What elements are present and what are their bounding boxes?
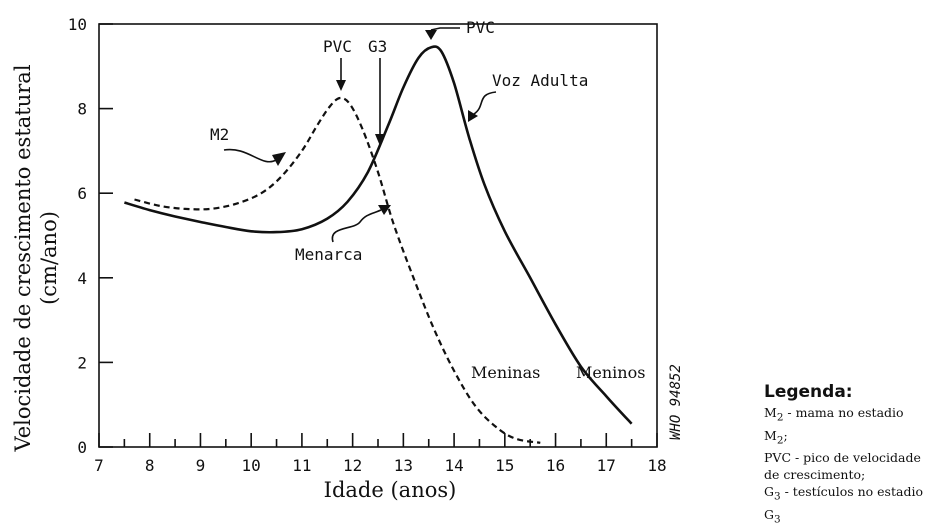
x-tick-label: 9 (196, 456, 206, 475)
who-code: WHO 94852 (668, 364, 684, 440)
series-label-meninos: Meninos (576, 363, 645, 382)
menarca-arrow-line (331, 209, 382, 243)
series-line-meninos (124, 45, 633, 425)
legend: Legenda: M2 - mama no estadio M2; PVC - … (764, 382, 930, 528)
voz-adulta-arrow-line (473, 91, 497, 115)
m2-description: - mama no estadio M (764, 405, 904, 443)
g3-subscript-2: 3 (774, 513, 781, 525)
menarca-arrowhead (378, 205, 391, 215)
annotation-voz-adulta: Voz Adulta (492, 71, 588, 90)
legend-title: Legenda: (764, 382, 853, 402)
g3-subscript: 3 (774, 490, 781, 503)
y-tick-label: 4 (77, 269, 87, 288)
series-label-meninas: Meninas (471, 363, 540, 382)
y-tick-label: 6 (77, 184, 87, 203)
y-tick-label: 8 (77, 100, 87, 119)
g3-letter: G (764, 484, 774, 499)
annotation-arrows (223, 27, 497, 243)
m2-subscript: 2 (776, 411, 784, 424)
x-tick-label: 12 (343, 456, 362, 475)
x-tick-label: 18 (647, 456, 666, 475)
pvc-girls-arrowhead (336, 80, 346, 91)
voz-adulta-arrowhead (468, 110, 478, 122)
g3-arrowhead (375, 134, 385, 146)
legend-entry-m2: M2 - mama no estadio M2; (764, 404, 930, 449)
x-axis-title: Idade (anos) (324, 478, 457, 502)
annotation-menarca: Menarca (295, 245, 362, 264)
y-tick-label: 0 (77, 438, 87, 457)
x-tick-label: 13 (394, 456, 413, 475)
x-tick-label: 15 (495, 456, 514, 475)
y-axis-title-line2: (cm/ano) (37, 211, 61, 305)
x-tick-label: 10 (242, 456, 261, 475)
y-axis-title-line1: Velocidade de crescimento estatural (11, 64, 35, 452)
m2-end: ; (783, 427, 788, 443)
x-tick-label: 11 (292, 456, 311, 475)
x-tick-label: 14 (444, 456, 463, 475)
m2-arrow-line (223, 148, 277, 163)
x-tick-label: 17 (597, 456, 616, 475)
m2-subscript-2: 2 (776, 434, 784, 446)
legend-entry-pvc: PVC - pico de velocidade de crescimento; (764, 450, 921, 482)
x-tick-label: 7 (94, 456, 104, 475)
annotation-m2: M2 (210, 125, 229, 144)
x-tick-label: 16 (546, 456, 565, 475)
y-tick-label: 10 (68, 15, 87, 34)
series-line-meninas (134, 96, 541, 444)
annotation-pvc-boys: PVC (466, 18, 495, 37)
pvc-boys-arrowhead (425, 30, 437, 40)
y-tick-label: 2 (77, 353, 87, 372)
annotation-g3: G3 (368, 37, 387, 56)
annotation-pvc-girls: PVC (323, 37, 352, 56)
growth-velocity-chart: Velocidade de crescimento estatural (cm/… (11, 15, 684, 502)
g3-description: - testículos no estadio G (764, 484, 923, 522)
x-tick-label: 8 (145, 456, 155, 475)
m2-letter: M (764, 405, 777, 420)
m2-arrowhead (272, 152, 286, 166)
pvc-boys-arrow-line (430, 27, 460, 31)
